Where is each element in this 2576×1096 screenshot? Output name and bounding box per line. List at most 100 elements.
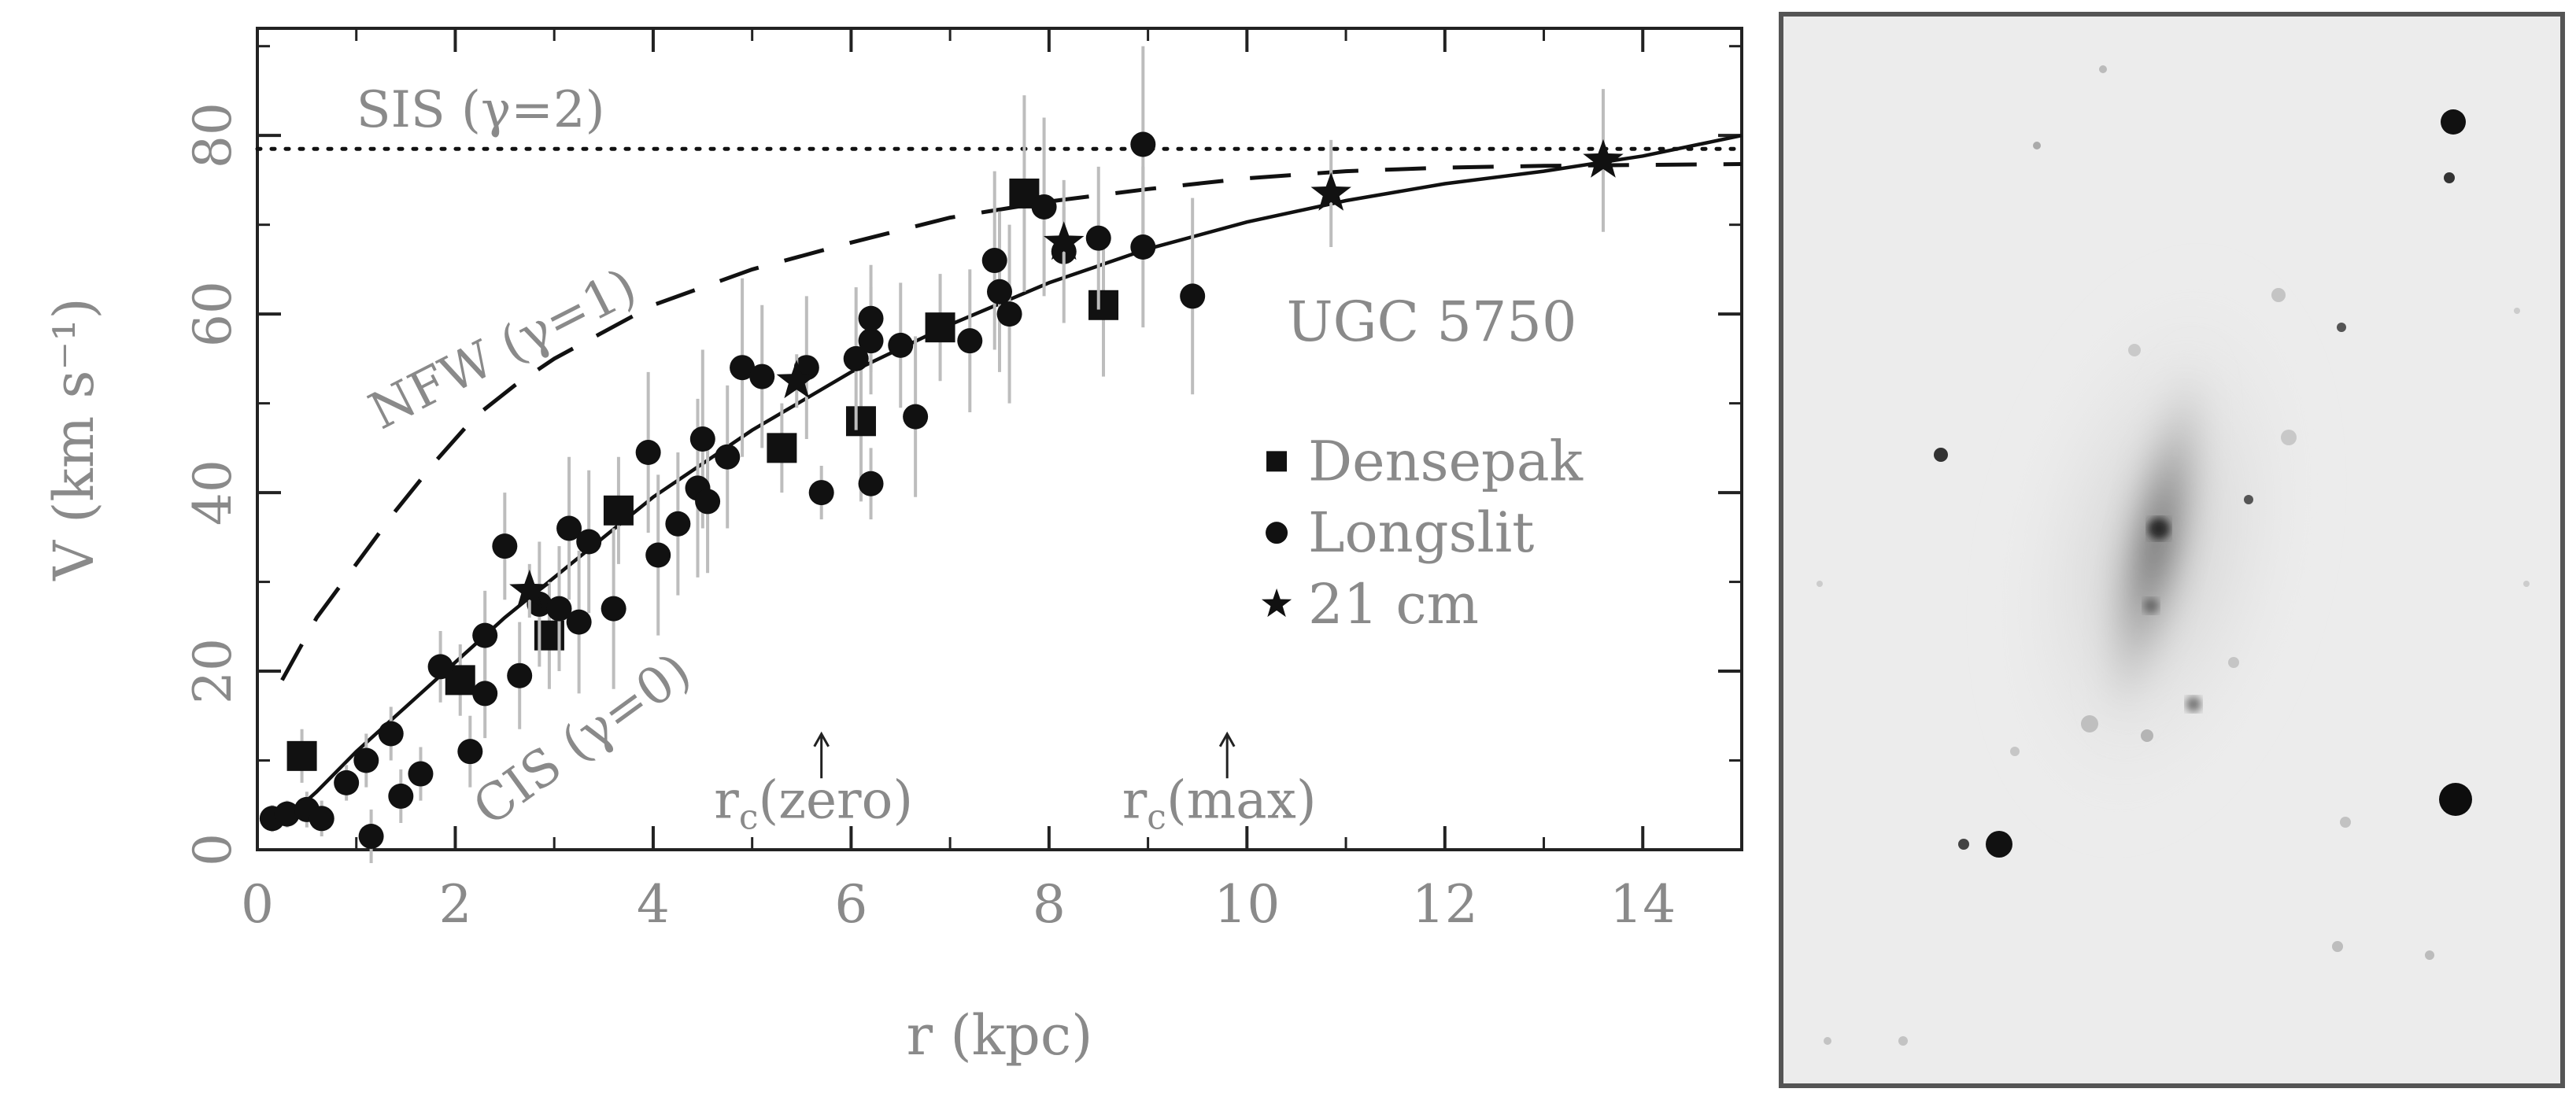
series-longslit [259,46,1206,864]
x-tick-label: 2 [438,874,471,935]
legend-entry: 21 cm [1308,572,1479,637]
longslit-point [472,681,498,707]
longslit-point [408,761,434,787]
longslit-point [981,248,1007,274]
longslit-point [274,801,300,827]
sis-model-label: SIS (γ=2) [357,81,605,139]
longslit-point [566,609,592,635]
longslit-point [576,529,602,555]
star-source [2128,344,2141,356]
longslit-point [309,806,334,832]
densepak-point [286,740,317,771]
longslit-point [695,489,721,515]
star-source [2244,495,2253,504]
x-axis: 0 2 4 6 8 10 12 14 [241,28,1676,935]
star-source [2340,817,2351,828]
longslit-point [635,440,661,466]
densepak-point [767,433,797,463]
longslit-point [353,747,379,773]
longslit-point [1130,234,1156,260]
densepak-point [1088,290,1119,320]
hi-21cm-point [1583,138,1624,178]
y-tick-label: 60 [183,281,243,347]
star-source [1824,1037,1831,1045]
x-tick-label: 8 [1033,874,1066,935]
longslit-point [843,345,869,371]
longslit-point [472,622,498,648]
y-axis-label: V (km s⁻¹) [42,297,106,581]
galaxy-knot [2186,696,2201,712]
star-source [1958,839,1969,850]
longslit-point [507,662,533,688]
star-source [2099,65,2107,73]
star-source [2523,581,2530,587]
longslit-point [1180,283,1206,309]
annotation-base: r [1122,770,1148,831]
longslit-point [888,332,914,358]
longslit-point [546,596,572,622]
densepak-point [925,312,955,343]
legend-entry: Longslit [1308,500,1534,565]
longslit-point [749,363,775,389]
star-source [2281,430,2297,445]
star-source [2439,783,2472,816]
annotation-subscript: c [739,798,759,838]
star-source [2337,323,2346,332]
longslit-point [645,542,671,568]
x-axis-label: r (kpc) [907,1003,1093,1068]
star-source [2514,308,2520,314]
x-tick-label: 12 [1412,874,1478,935]
x-tick-label: 4 [637,874,670,935]
y-tick-label: 80 [183,102,243,168]
star-source [1986,831,2012,858]
y-tick-label: 40 [183,459,243,526]
rc-zero-annotation: rc(zero) [714,731,913,838]
annotation-rest: (zero) [758,770,913,831]
y-tick-label: 20 [183,638,243,704]
x-tick-label: 6 [834,874,867,935]
legend-marker-square [1266,451,1288,472]
annotation-arrow-head [813,731,830,747]
longslit-point [334,769,360,795]
star-source [2228,657,2239,668]
longslit-point [1130,131,1156,157]
longslit-point [715,444,741,470]
star-source [2441,109,2466,135]
star-source [2444,172,2455,183]
longslit-point [358,823,384,849]
rc-max-annotation: rc(max) [1122,731,1317,838]
legend-title: UGC 5750 [1287,290,1577,354]
longslit-point [730,355,756,381]
densepak-point [845,406,876,437]
y-tick-label: 0 [183,833,243,866]
longslit-point [556,515,582,541]
longslit-point [388,783,414,809]
galaxy-image-panel [1779,12,2565,1088]
annotation-arrow-head [1218,731,1236,747]
star-source [2033,142,2041,149]
galaxy-disk [2094,342,2219,744]
longslit-point [858,328,884,354]
star-source [2332,941,2343,952]
galaxy-knot [2143,598,2159,614]
series-21-cm [509,89,1624,618]
plot-area: 0 2 4 6 8 10 12 14 0 20 40 60 80 r (kpc) V (km s⁻¹) SIS… [42,27,1744,1068]
star-source [2271,288,2286,302]
star-source [1898,1036,1908,1046]
nfw-model-label: NFW (γ=1) [360,257,645,441]
legend: UGC 5750 Densepak Longslit 21 cm [1262,290,1584,637]
hi-21cm-point [1044,221,1085,260]
longslit-point [665,511,691,537]
star-source [2425,950,2434,960]
star-source [1817,581,1823,587]
longslit-point [903,404,929,430]
cis-model-label: CIS (γ=0) [463,642,701,838]
longslit-point [601,596,626,622]
legend-entry: Densepak [1308,429,1584,493]
densepak-point [603,495,634,526]
longslit-point [808,480,834,506]
longslit-point [457,739,483,765]
star-source [2010,747,2020,756]
hi-21cm-point [776,360,817,399]
